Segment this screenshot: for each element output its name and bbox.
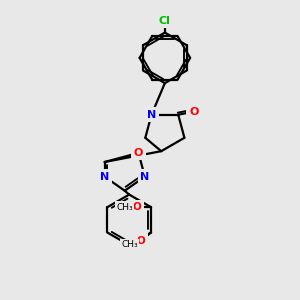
- Text: O: O: [134, 148, 143, 158]
- Text: N: N: [140, 172, 149, 182]
- Text: CH₃: CH₃: [116, 203, 133, 212]
- Text: O: O: [189, 107, 198, 117]
- Text: O: O: [132, 202, 141, 212]
- Text: N: N: [100, 172, 109, 182]
- Text: CH₃: CH₃: [121, 240, 138, 249]
- Text: Cl: Cl: [159, 16, 171, 26]
- Text: N: N: [147, 110, 156, 120]
- Text: O: O: [136, 236, 145, 246]
